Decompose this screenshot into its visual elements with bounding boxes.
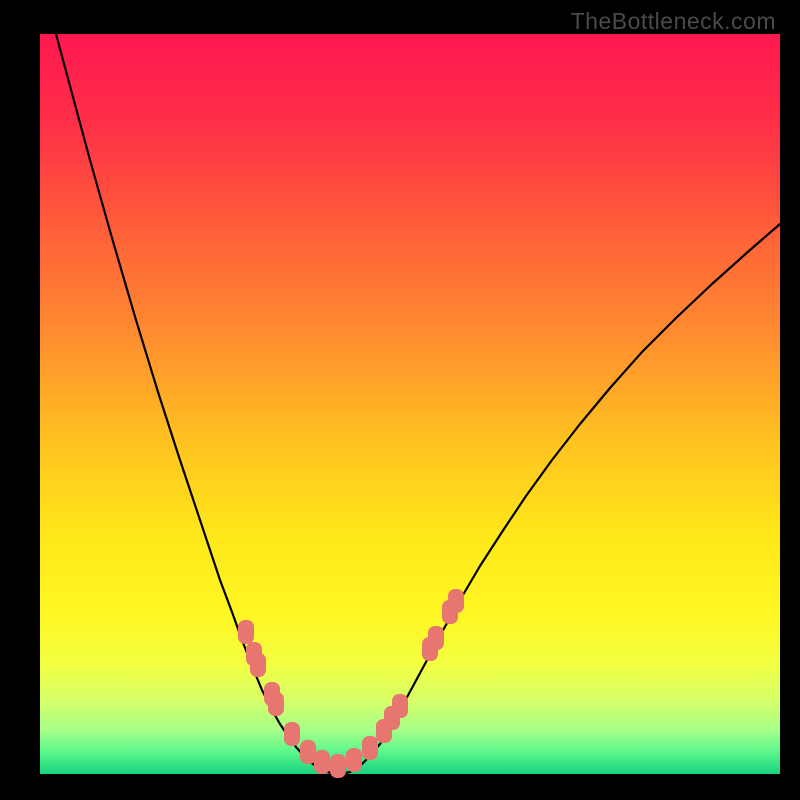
bottleneck-curve: [56, 34, 780, 774]
marker-point: [330, 754, 346, 778]
marker-point: [428, 626, 444, 650]
chart-frame: TheBottleneck.com: [0, 0, 800, 800]
plot-area: [40, 34, 780, 774]
marker-point: [448, 589, 464, 613]
marker-point: [250, 653, 266, 677]
marker-point: [362, 736, 378, 760]
marker-point: [392, 694, 408, 718]
marker-point: [300, 740, 316, 764]
marker-point: [238, 620, 254, 644]
curve-layer: [40, 34, 780, 774]
marker-point: [284, 722, 300, 746]
watermark-text: TheBottleneck.com: [571, 8, 776, 35]
marker-point: [268, 692, 284, 716]
marker-point: [314, 750, 330, 774]
marker-point: [346, 748, 362, 772]
